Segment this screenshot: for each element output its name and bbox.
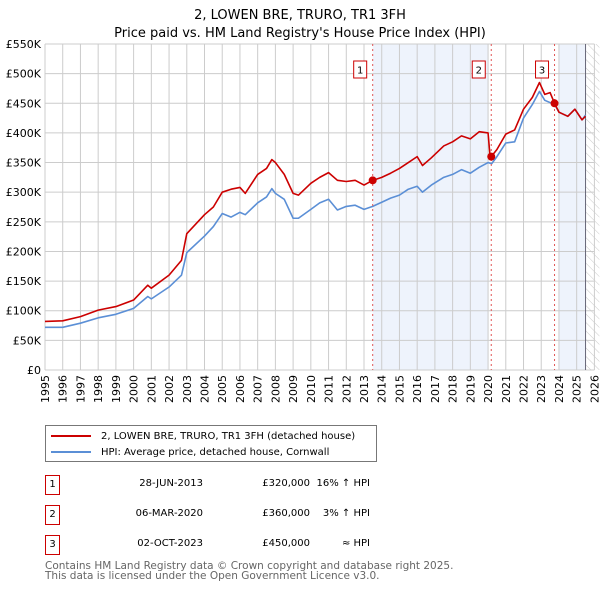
x-tick-label: 1998 bbox=[92, 375, 105, 403]
y-tick-label: £200K bbox=[6, 245, 42, 258]
hpi-line bbox=[45, 90, 587, 329]
x-tick-label: 2011 bbox=[323, 375, 336, 403]
x-tick-label: 2016 bbox=[411, 375, 424, 403]
y-tick-label: £500K bbox=[6, 68, 42, 81]
sale-label: 3 bbox=[539, 66, 545, 77]
x-tick-label: 2026 bbox=[588, 375, 600, 403]
x-tick-label: 2006 bbox=[234, 375, 247, 403]
property-price-line bbox=[44, 81, 587, 323]
x-tick-label: 2021 bbox=[500, 375, 513, 403]
x-tick-label: 2020 bbox=[482, 375, 495, 403]
x-tick-label: 1995 bbox=[39, 375, 52, 403]
x-tick-label: 2014 bbox=[376, 375, 389, 403]
sale-label: 2 bbox=[476, 66, 482, 77]
x-tick-label: 2022 bbox=[518, 375, 531, 403]
x-tick-label: 2000 bbox=[128, 375, 141, 403]
sale-badge: 1 bbox=[45, 475, 60, 495]
x-tick-label: 2024 bbox=[553, 375, 566, 403]
legend-item-property: 2, LOWEN BRE, TRURO, TR1 3FH (detached h… bbox=[46, 428, 355, 444]
y-tick-label: £150K bbox=[6, 275, 42, 288]
footer-licence: This data is licensed under the Open Gov… bbox=[45, 570, 380, 582]
legend-item-hpi: HPI: Average price, detached house, Corn… bbox=[46, 444, 329, 460]
x-tick-label: 2025 bbox=[571, 375, 584, 403]
sale-label-box bbox=[471, 60, 486, 79]
x-tick-label: 2003 bbox=[181, 375, 194, 403]
y-tick-label: £350K bbox=[6, 157, 42, 170]
x-tick-label: 2017 bbox=[429, 375, 442, 403]
x-tick-label: 1997 bbox=[74, 375, 87, 403]
sale-hpi-diff: 3% ↑ HPI bbox=[322, 508, 370, 519]
x-tick-label: 2001 bbox=[145, 375, 158, 403]
sale-badge: 3 bbox=[45, 535, 60, 555]
x-tick-label: 1999 bbox=[110, 375, 123, 403]
chart-subtitle: Price paid vs. HM Land Registry's House … bbox=[114, 26, 486, 41]
sale-label-box bbox=[353, 60, 368, 79]
x-tick-label: 2012 bbox=[340, 375, 353, 403]
sale-price: £360,000 bbox=[262, 508, 310, 519]
x-tick-label: 2018 bbox=[447, 375, 460, 403]
x-tick-label: 2008 bbox=[269, 375, 282, 403]
transaction-row: 2 06-MAR-2020 £360,000 3% ↑ HPI bbox=[45, 505, 375, 525]
shaded-region bbox=[372, 44, 489, 370]
x-tick-label: 2023 bbox=[535, 375, 548, 403]
forecast-hatch bbox=[585, 44, 600, 370]
sale-badge: 2 bbox=[45, 505, 60, 525]
sale-hpi-diff: ≈ HPI bbox=[341, 538, 370, 549]
sale-date: 02-OCT-2023 bbox=[137, 538, 203, 549]
sale-label-box bbox=[535, 60, 550, 79]
shaded-region bbox=[558, 44, 586, 370]
legend-label: HPI: Average price, detached house, Corn… bbox=[101, 446, 330, 458]
sale-price: £320,000 bbox=[262, 478, 310, 489]
x-tick-label: 2005 bbox=[216, 375, 229, 403]
sale-point bbox=[487, 152, 496, 161]
sale-date: 06-MAR-2020 bbox=[135, 508, 203, 519]
y-tick-label: £250K bbox=[6, 216, 42, 229]
legend-swatch-blue bbox=[51, 451, 91, 453]
x-tick-label: 1996 bbox=[57, 375, 70, 403]
price-chart: 1995 1996 1997 1998 1999 2000 2001 2002 2003 2004… bbox=[6, 38, 600, 403]
legend-label: 2, LOWEN BRE, TRURO, TR1 3FH (detached h… bbox=[101, 430, 356, 442]
sale-point bbox=[550, 99, 559, 108]
x-tick-label: 2007 bbox=[252, 375, 265, 403]
transaction-row: 1 28-JUN-2013 £320,000 16% ↑ HPI bbox=[45, 475, 375, 495]
x-tick-label: 2015 bbox=[393, 375, 406, 403]
x-tick-label: 2013 bbox=[358, 375, 371, 403]
y-tick-label: £50K bbox=[13, 334, 42, 347]
legend-swatch-red bbox=[51, 435, 91, 437]
chart-legend: 2, LOWEN BRE, TRURO, TR1 3FH (detached h… bbox=[45, 425, 377, 462]
sale-point bbox=[368, 176, 377, 185]
x-tick-label: 2019 bbox=[464, 375, 477, 403]
x-tick-label: 2002 bbox=[163, 375, 176, 403]
footer-copyright: Contains HM Land Registry data © Crown c… bbox=[45, 560, 454, 572]
transaction-row: 3 02-OCT-2023 £450,000 ≈ HPI bbox=[45, 535, 375, 555]
y-tick-label: £400K bbox=[6, 127, 42, 140]
y-tick-label: £300K bbox=[6, 186, 42, 199]
sale-hpi-diff: 16% ↑ HPI bbox=[316, 478, 370, 489]
y-tick-label: £100K bbox=[6, 305, 42, 318]
y-tick-label: £0 bbox=[27, 364, 41, 377]
x-tick-label: 2004 bbox=[199, 375, 212, 403]
sale-date: 28-JUN-2013 bbox=[139, 478, 203, 489]
x-tick-label: 2010 bbox=[305, 375, 318, 403]
sale-label: 1 bbox=[357, 66, 363, 77]
x-tick-label: 2009 bbox=[287, 375, 300, 403]
chart-title: 2, LOWEN BRE, TRURO, TR1 3FH bbox=[194, 8, 406, 23]
y-tick-label: £450K bbox=[6, 97, 42, 110]
sale-price: £450,000 bbox=[262, 538, 310, 549]
y-tick-label: £550K bbox=[6, 38, 42, 51]
